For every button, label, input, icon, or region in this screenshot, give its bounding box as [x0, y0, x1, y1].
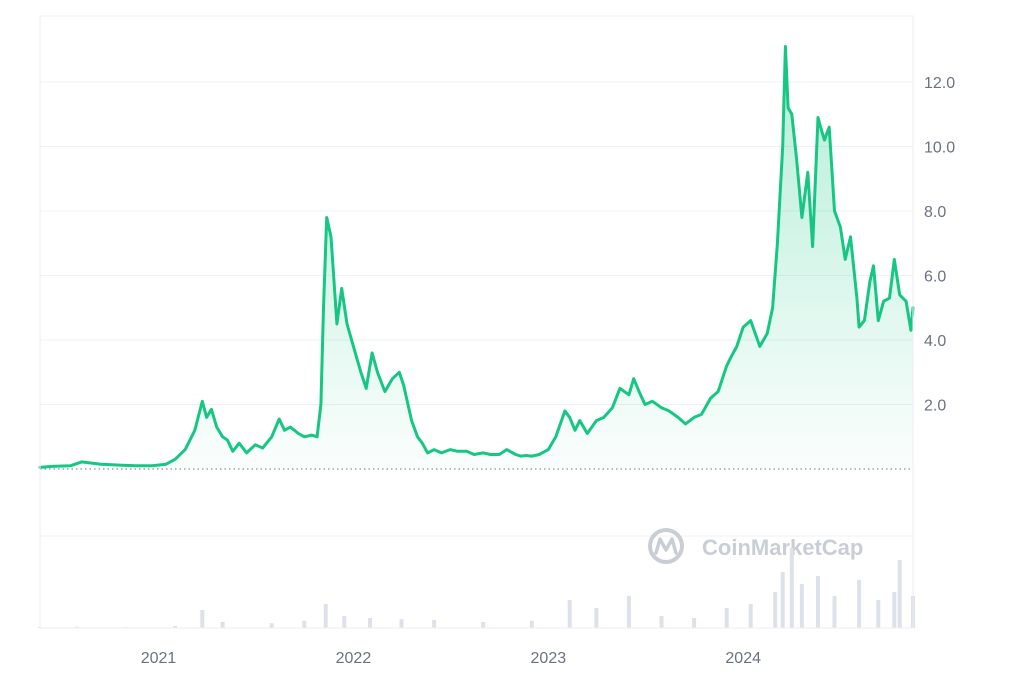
volume-bar — [857, 580, 862, 628]
volume-bar — [323, 604, 328, 628]
x-axis-ticks: 2021 2022 2023 2024 — [141, 650, 761, 667]
volume-bar — [799, 584, 804, 628]
volume-bar — [302, 620, 307, 628]
x-tick-label: 2024 — [725, 650, 761, 667]
volume-bar — [692, 618, 697, 628]
volume-bar — [173, 626, 178, 628]
x-tick-label: 2021 — [141, 650, 177, 667]
volume-bar — [567, 600, 572, 628]
volume-bar — [876, 600, 881, 628]
volume-bar — [626, 596, 631, 628]
volume-bar — [342, 616, 347, 628]
volume-bars — [38, 548, 915, 628]
volume-bar — [399, 619, 404, 628]
volume-bar — [659, 616, 664, 628]
volume-bar — [432, 620, 437, 628]
coinmarketcap-watermark: CoinMarketCap — [648, 528, 863, 564]
volume-bar — [780, 572, 785, 628]
volume-bar — [269, 623, 274, 628]
volume-bar — [724, 608, 729, 628]
volume-bar — [481, 622, 486, 628]
volume-bar — [529, 620, 534, 628]
x-tick-label: 2023 — [531, 650, 567, 667]
volume-bar — [892, 592, 897, 628]
volume-bar — [789, 548, 794, 628]
y-tick-label: 12.0 — [924, 75, 955, 92]
y-tick-label: 8.0 — [924, 204, 946, 221]
y-axis-ticks: 2.0 4.0 6.0 8.0 10.0 12.0 — [924, 75, 955, 415]
y-tick-label: 10.0 — [924, 140, 955, 157]
volume-bar — [773, 592, 778, 628]
price-line — [38, 45, 915, 469]
y-tick-label: 6.0 — [924, 269, 946, 286]
coinmarketcap-logo-icon — [648, 528, 684, 564]
price-area-fill — [40, 46, 913, 469]
volume-bar — [816, 576, 820, 628]
volume-bar — [368, 618, 372, 628]
volume-bar — [200, 610, 205, 628]
volume-bar — [594, 608, 599, 628]
volume-bar — [748, 604, 753, 628]
volume-bar — [220, 622, 225, 628]
grid-lines — [40, 81, 913, 537]
y-tick-label: 2.0 — [924, 398, 946, 415]
watermark-text: CoinMarketCap — [702, 535, 863, 560]
volume-bar — [74, 626, 79, 628]
x-tick-label: 2022 — [336, 650, 372, 667]
y-tick-label: 4.0 — [924, 333, 946, 350]
volume-bar — [897, 560, 902, 628]
plot-frame — [39, 15, 914, 629]
volume-bar — [832, 596, 837, 628]
